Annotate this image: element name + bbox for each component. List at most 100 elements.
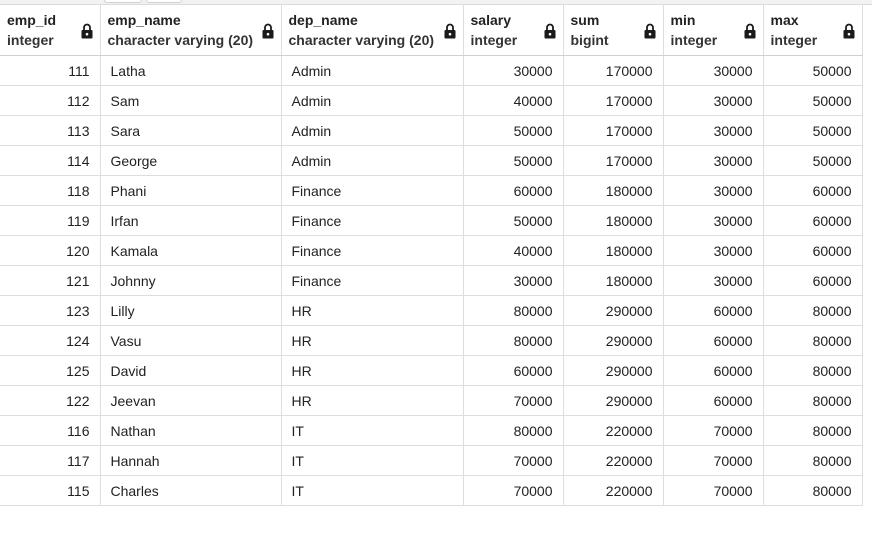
cell-dep-name[interactable]: HR <box>281 325 464 356</box>
cell-max[interactable]: 60000 <box>763 235 863 266</box>
table-row[interactable]: 125 David HR 60000 290000 60000 80000 <box>0 355 863 386</box>
cell-max[interactable]: 80000 <box>763 295 863 326</box>
cell-emp-name[interactable]: Latha <box>100 55 282 86</box>
cell-emp-id[interactable]: 112 <box>0 85 101 116</box>
column-header-salary[interactable]: salary integer <box>463 5 564 56</box>
cell-sum[interactable]: 220000 <box>563 445 664 476</box>
column-header-max[interactable]: max integer <box>763 5 863 56</box>
cell-dep-name[interactable]: Admin <box>281 55 464 86</box>
cell-min[interactable]: 70000 <box>663 445 764 476</box>
cell-sum[interactable]: 170000 <box>563 85 664 116</box>
cell-max[interactable]: 80000 <box>763 445 863 476</box>
cell-emp-id[interactable]: 123 <box>0 295 101 326</box>
cell-dep-name[interactable]: Finance <box>281 235 464 266</box>
cell-emp-name[interactable]: Charles <box>100 475 282 506</box>
table-row[interactable]: 117 Hannah IT 70000 220000 70000 80000 <box>0 445 863 476</box>
cell-emp-name[interactable]: David <box>100 355 282 386</box>
cell-salary[interactable]: 60000 <box>463 355 564 386</box>
cell-emp-name[interactable]: Hannah <box>100 445 282 476</box>
cell-salary[interactable]: 40000 <box>463 235 564 266</box>
cell-emp-id[interactable]: 115 <box>0 475 101 506</box>
cell-emp-name[interactable]: Phani <box>100 175 282 206</box>
cell-emp-id[interactable]: 114 <box>0 145 101 176</box>
cell-sum[interactable]: 180000 <box>563 205 664 236</box>
cell-min[interactable]: 60000 <box>663 295 764 326</box>
cell-emp-name[interactable]: Kamala <box>100 235 282 266</box>
cell-min[interactable]: 30000 <box>663 85 764 116</box>
column-header-emp-name[interactable]: emp_name character varying (20) <box>100 5 282 56</box>
cell-min[interactable]: 30000 <box>663 115 764 146</box>
column-header-dep-name[interactable]: dep_name character varying (20) <box>281 5 464 56</box>
cell-salary[interactable]: 50000 <box>463 205 564 236</box>
cell-sum[interactable]: 180000 <box>563 235 664 266</box>
cell-salary[interactable]: 50000 <box>463 115 564 146</box>
table-row[interactable]: 122 Jeevan HR 70000 290000 60000 80000 <box>0 385 863 416</box>
cell-salary[interactable]: 70000 <box>463 475 564 506</box>
cell-emp-id[interactable]: 120 <box>0 235 101 266</box>
cell-max[interactable]: 60000 <box>763 205 863 236</box>
cell-dep-name[interactable]: HR <box>281 385 464 416</box>
cell-salary[interactable]: 70000 <box>463 385 564 416</box>
cell-sum[interactable]: 180000 <box>563 175 664 206</box>
cell-min[interactable]: 30000 <box>663 265 764 296</box>
cell-salary[interactable]: 50000 <box>463 145 564 176</box>
cell-emp-name[interactable]: Sam <box>100 85 282 116</box>
cell-salary[interactable]: 60000 <box>463 175 564 206</box>
column-header-min[interactable]: min integer <box>663 5 764 56</box>
cell-emp-id[interactable]: 116 <box>0 415 101 446</box>
cell-max[interactable]: 80000 <box>763 355 863 386</box>
cell-min[interactable]: 30000 <box>663 235 764 266</box>
cell-sum[interactable]: 290000 <box>563 355 664 386</box>
cell-dep-name[interactable]: IT <box>281 445 464 476</box>
cell-emp-id[interactable]: 113 <box>0 115 101 146</box>
cell-emp-name[interactable]: Lilly <box>100 295 282 326</box>
cell-sum[interactable]: 170000 <box>563 115 664 146</box>
cell-emp-id[interactable]: 125 <box>0 355 101 386</box>
table-row[interactable]: 112 Sam Admin 40000 170000 30000 50000 <box>0 85 863 116</box>
column-header-sum[interactable]: sum bigint <box>563 5 664 56</box>
cell-sum[interactable]: 220000 <box>563 475 664 506</box>
column-header-emp-id[interactable]: emp_id integer <box>0 5 101 56</box>
cell-emp-id[interactable]: 117 <box>0 445 101 476</box>
table-row[interactable]: 113 Sara Admin 50000 170000 30000 50000 <box>0 115 863 146</box>
cell-min[interactable]: 30000 <box>663 145 764 176</box>
cell-min[interactable]: 30000 <box>663 175 764 206</box>
cell-sum[interactable]: 220000 <box>563 415 664 446</box>
cell-emp-id[interactable]: 124 <box>0 325 101 356</box>
cell-sum[interactable]: 290000 <box>563 385 664 416</box>
cell-salary[interactable]: 80000 <box>463 415 564 446</box>
toolbar-tab-stub[interactable] <box>146 0 182 3</box>
cell-max[interactable]: 60000 <box>763 175 863 206</box>
cell-min[interactable]: 70000 <box>663 415 764 446</box>
cell-emp-name[interactable]: Jeevan <box>100 385 282 416</box>
cell-emp-name[interactable]: Vasu <box>100 325 282 356</box>
table-row[interactable]: 116 Nathan IT 80000 220000 70000 80000 <box>0 415 863 446</box>
cell-dep-name[interactable]: Finance <box>281 205 464 236</box>
cell-max[interactable]: 50000 <box>763 55 863 86</box>
cell-emp-name[interactable]: Johnny <box>100 265 282 296</box>
cell-min[interactable]: 30000 <box>663 55 764 86</box>
cell-salary[interactable]: 30000 <box>463 55 564 86</box>
cell-emp-name[interactable]: Nathan <box>100 415 282 446</box>
cell-min[interactable]: 30000 <box>663 205 764 236</box>
cell-max[interactable]: 50000 <box>763 115 863 146</box>
table-row[interactable]: 115 Charles IT 70000 220000 70000 80000 <box>0 475 863 506</box>
cell-emp-id[interactable]: 111 <box>0 55 101 86</box>
cell-salary[interactable]: 70000 <box>463 445 564 476</box>
cell-min[interactable]: 60000 <box>663 385 764 416</box>
cell-dep-name[interactable]: IT <box>281 475 464 506</box>
cell-max[interactable]: 50000 <box>763 145 863 176</box>
cell-dep-name[interactable]: Admin <box>281 115 464 146</box>
cell-sum[interactable]: 180000 <box>563 265 664 296</box>
table-row[interactable]: 120 Kamala Finance 40000 180000 30000 60000 <box>0 235 863 266</box>
cell-salary[interactable]: 80000 <box>463 295 564 326</box>
cell-dep-name[interactable]: IT <box>281 415 464 446</box>
cell-emp-id[interactable]: 119 <box>0 205 101 236</box>
cell-max[interactable]: 80000 <box>763 415 863 446</box>
table-row[interactable]: 123 Lilly HR 80000 290000 60000 80000 <box>0 295 863 326</box>
cell-emp-id[interactable]: 118 <box>0 175 101 206</box>
cell-dep-name[interactable]: HR <box>281 355 464 386</box>
cell-max[interactable]: 60000 <box>763 265 863 296</box>
cell-max[interactable]: 50000 <box>763 85 863 116</box>
cell-emp-name[interactable]: Sara <box>100 115 282 146</box>
